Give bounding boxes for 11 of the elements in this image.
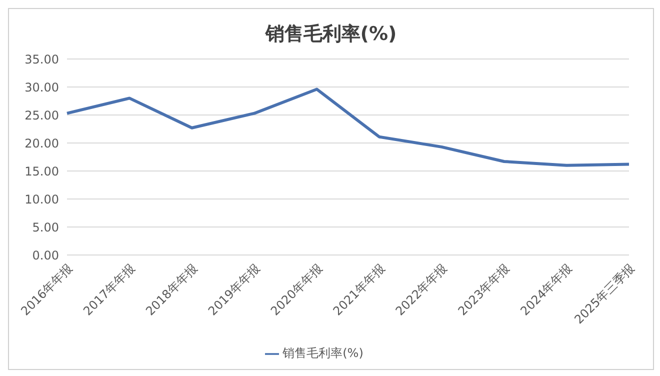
y-tick-label: 15.00 — [24, 164, 59, 178]
chart-title: 销售毛利率(%) — [264, 22, 398, 47]
y-tick-label: 30.00 — [24, 80, 59, 94]
line-series — [66, 88, 630, 167]
y-tick-label: 0.00 — [32, 248, 59, 262]
y-tick-label: 5.00 — [32, 220, 59, 234]
y-tick-label: 35.00 — [24, 52, 59, 66]
y-tick-label: 10.00 — [24, 192, 59, 206]
y-tick-label: 25.00 — [24, 108, 59, 122]
y-tick-label: 20.00 — [24, 136, 59, 150]
legend-label: 销售毛利率(%) — [282, 346, 364, 360]
